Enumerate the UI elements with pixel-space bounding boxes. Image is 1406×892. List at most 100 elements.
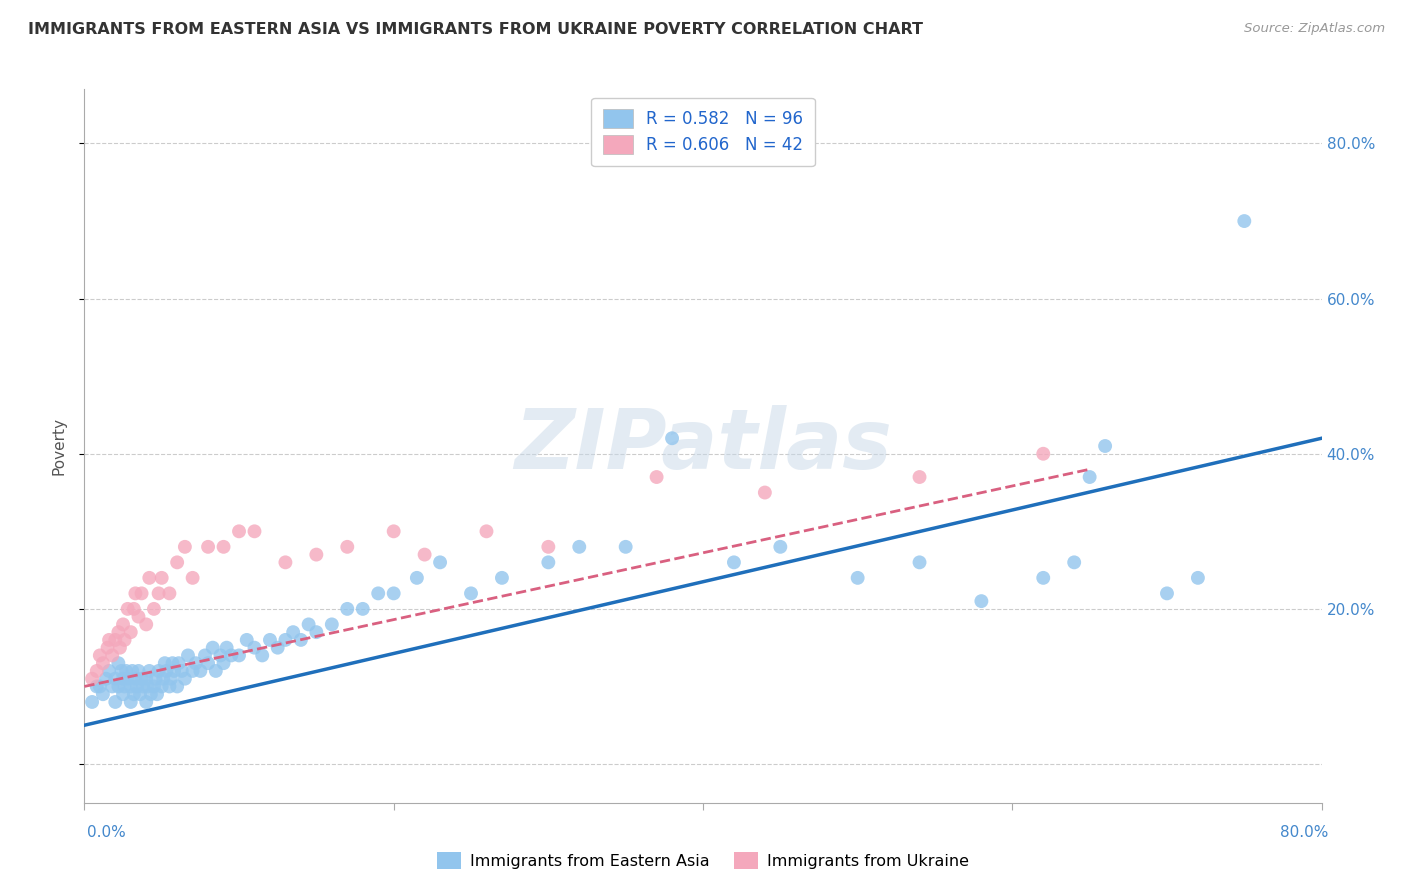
Point <box>908 555 931 569</box>
Point <box>645 470 668 484</box>
Point <box>1094 439 1116 453</box>
Point <box>89 680 111 694</box>
Point <box>1233 214 1256 228</box>
Point <box>139 687 162 701</box>
Y-axis label: Poverty: Poverty <box>51 417 66 475</box>
Point <box>243 640 266 655</box>
Point <box>128 609 150 624</box>
Point <box>290 632 312 647</box>
Point <box>352 602 374 616</box>
Point <box>243 524 266 539</box>
Point <box>128 664 150 678</box>
Point <box>131 672 153 686</box>
Point <box>614 540 637 554</box>
Point <box>367 586 389 600</box>
Point <box>146 687 169 701</box>
Point <box>152 672 174 686</box>
Point <box>112 687 135 701</box>
Point <box>101 648 124 663</box>
Point <box>148 664 170 678</box>
Point <box>259 632 281 647</box>
Point <box>131 586 153 600</box>
Point <box>305 625 328 640</box>
Point <box>117 602 139 616</box>
Point <box>769 540 792 554</box>
Point <box>167 656 190 670</box>
Point <box>143 602 166 616</box>
Point <box>104 672 127 686</box>
Point <box>212 656 235 670</box>
Point <box>136 680 159 694</box>
Text: 80.0%: 80.0% <box>1281 825 1329 840</box>
Point <box>120 680 142 694</box>
Point <box>174 540 197 554</box>
Point <box>112 672 135 686</box>
Point <box>267 640 290 655</box>
Point <box>120 695 142 709</box>
Point <box>150 571 173 585</box>
Point <box>86 664 108 678</box>
Point <box>228 648 250 663</box>
Point <box>274 555 297 569</box>
Point <box>846 571 869 585</box>
Point <box>170 664 193 678</box>
Point <box>160 672 183 686</box>
Point <box>125 680 148 694</box>
Point <box>98 632 121 647</box>
Point <box>181 571 204 585</box>
Point <box>138 571 160 585</box>
Point <box>188 664 212 678</box>
Point <box>1156 586 1178 600</box>
Point <box>82 695 104 709</box>
Point <box>212 540 235 554</box>
Point <box>107 680 129 694</box>
Point <box>382 524 405 539</box>
Point <box>166 555 188 569</box>
Point <box>94 672 117 686</box>
Point <box>107 656 129 670</box>
Point <box>177 648 200 663</box>
Point <box>406 571 429 585</box>
Point <box>221 648 243 663</box>
Point <box>274 632 297 647</box>
Point <box>97 640 120 655</box>
Point <box>236 632 259 647</box>
Point <box>89 648 111 663</box>
Point <box>205 664 228 678</box>
Point <box>159 680 181 694</box>
Point <box>537 555 560 569</box>
Point <box>153 656 176 670</box>
Point <box>166 680 188 694</box>
Point <box>194 648 217 663</box>
Text: ZIPatlas: ZIPatlas <box>515 406 891 486</box>
Point <box>475 524 498 539</box>
Point <box>122 602 145 616</box>
Point <box>181 664 204 678</box>
Point <box>321 617 343 632</box>
Point <box>124 586 146 600</box>
Point <box>114 680 136 694</box>
Point <box>104 632 127 647</box>
Point <box>1032 571 1054 585</box>
Point <box>336 540 359 554</box>
Point <box>122 687 145 701</box>
Point <box>460 586 482 600</box>
Point <box>336 602 359 616</box>
Point <box>970 594 993 608</box>
Point <box>121 664 143 678</box>
Point <box>86 680 108 694</box>
Point <box>101 680 124 694</box>
Point <box>162 656 184 670</box>
Point <box>98 664 121 678</box>
Point <box>723 555 745 569</box>
Point <box>112 617 135 632</box>
Point <box>155 664 177 678</box>
Point <box>135 617 157 632</box>
Point <box>174 672 197 686</box>
Point <box>215 640 238 655</box>
Point <box>209 648 232 663</box>
Point <box>197 540 219 554</box>
Legend: Immigrants from Eastern Asia, Immigrants from Ukraine: Immigrants from Eastern Asia, Immigrants… <box>430 846 976 875</box>
Point <box>305 548 328 562</box>
Point <box>1078 470 1101 484</box>
